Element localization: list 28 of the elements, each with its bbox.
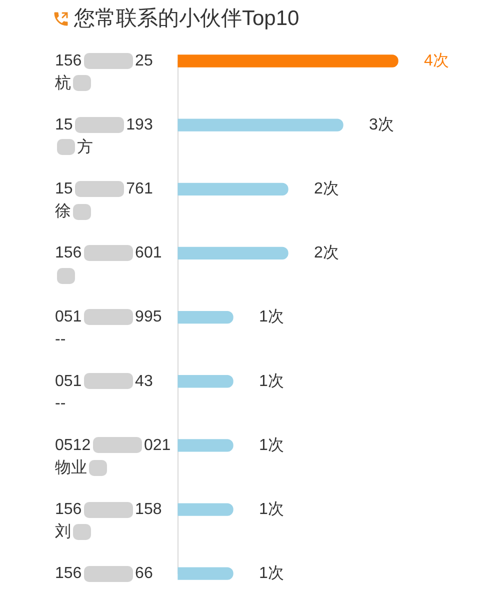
y-tick-label: 0512 021 物业 (55, 436, 171, 476)
data-label: 1次 (259, 500, 284, 518)
y-tick-label: 156 158 刘 (55, 500, 162, 540)
data-label: 1次 (259, 565, 284, 582)
bar (178, 54, 398, 68)
data-label: 3次 (369, 116, 394, 134)
y-tick-label: 156 601 (55, 244, 162, 262)
y-tick-label: 051 43 -- (55, 372, 153, 412)
y-tick-label: 15 193 方 (55, 116, 153, 156)
bar (178, 246, 288, 260)
data-label: 1次 (259, 308, 284, 326)
data-label: 2次 (314, 180, 339, 198)
bar (178, 439, 234, 452)
y-tick-label: 156 66 (55, 565, 153, 582)
y-tick-label: 051 995 -- (55, 308, 162, 348)
data-label: 2次 (314, 244, 339, 262)
bar (178, 375, 234, 388)
bar (178, 503, 234, 516)
y-tick-label: 15 761 徐 (55, 180, 153, 220)
chart-title: 您常联系的小伙伴Top10 (74, 6, 300, 32)
y-tick-label: 156 25 杭 (54, 52, 153, 92)
bar (178, 182, 288, 196)
bar (178, 118, 344, 132)
bar (178, 310, 234, 324)
data-label: 1次 (259, 372, 284, 390)
bar (178, 567, 234, 580)
data-label: 4次 (424, 52, 449, 70)
data-label: 1次 (259, 436, 284, 454)
